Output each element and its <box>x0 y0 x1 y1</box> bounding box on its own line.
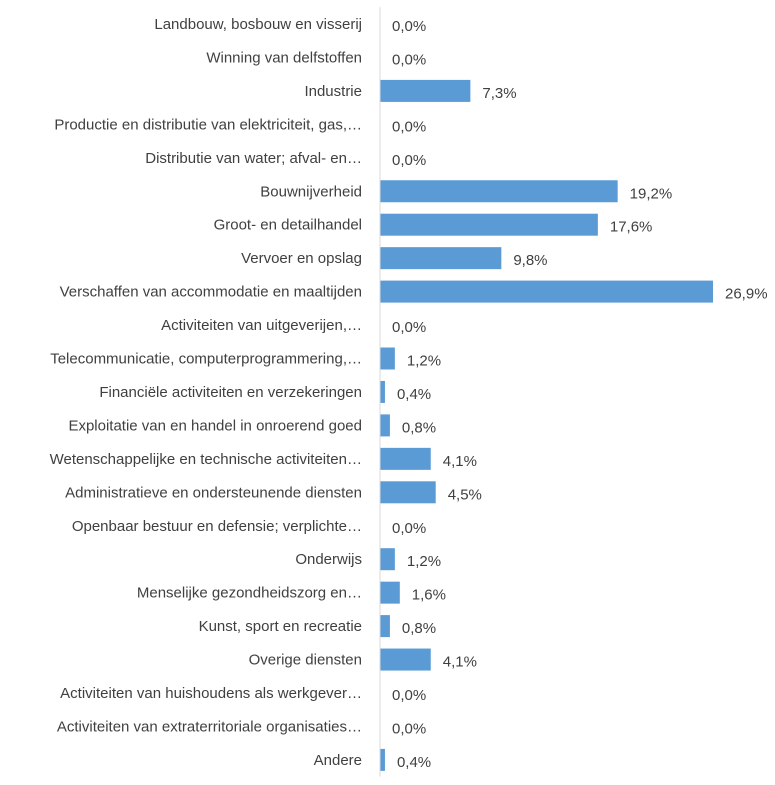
data-label: 0,0% <box>392 520 426 537</box>
bar <box>380 213 598 236</box>
data-label: 0,4% <box>397 386 431 403</box>
data-label: 0,0% <box>392 118 426 135</box>
data-label: 1,6% <box>412 587 446 604</box>
category-label: Productie en distributie van elektricite… <box>54 116 362 133</box>
category-label: Winning van delfstoffen <box>206 49 362 66</box>
category-label: Activiteiten van extraterritoriale organ… <box>57 718 362 735</box>
data-label: 7,3% <box>482 85 516 102</box>
category-label: Bouwnijverheid <box>260 183 362 200</box>
category-label: Overige diensten <box>249 652 362 669</box>
bar <box>380 581 400 604</box>
data-label: 1,2% <box>407 353 441 370</box>
bar <box>380 548 395 571</box>
category-label: Activiteiten van uitgeverijen,… <box>161 317 362 334</box>
bar <box>380 79 471 102</box>
category-label: Financiële activiteiten en verzekeringen <box>99 384 362 401</box>
bar <box>380 247 502 270</box>
data-label: 0,0% <box>392 51 426 68</box>
data-label: 0,0% <box>392 152 426 169</box>
category-label: Industrie <box>304 83 362 100</box>
category-label: Wetenschappelijke en technische activite… <box>50 451 362 468</box>
bar <box>380 615 390 638</box>
category-label: Verschaffen van accommodatie en maaltijd… <box>60 284 362 301</box>
bar <box>380 414 390 437</box>
data-label: 4,1% <box>443 453 477 470</box>
category-label: Menselijke gezondheidszorg en… <box>137 585 362 602</box>
bar <box>380 481 436 504</box>
category-label: Activiteiten van huishoudens als werkgev… <box>60 685 362 702</box>
bar <box>380 648 431 671</box>
data-labels-layer: 0,0% 0,0% 7,3% 0,0% 0,0% 19,2% 17,6% 9,8% 26,9% 0… <box>392 18 768 771</box>
category-label: Distributie van water; afval- en… <box>145 150 362 167</box>
data-label: 0,0% <box>392 687 426 704</box>
data-label: 0,0% <box>392 319 426 336</box>
data-label: 4,5% <box>448 486 482 503</box>
data-label: 0,0% <box>392 720 426 737</box>
bar <box>380 380 385 403</box>
category-label: Openbaar bestuur en defensie; verplichte… <box>72 518 362 535</box>
bars-layer <box>380 79 713 771</box>
data-label: 0,8% <box>402 419 436 436</box>
data-label: 0,8% <box>402 620 436 637</box>
data-label: 26,9% <box>725 286 768 303</box>
data-label: 9,8% <box>513 252 547 269</box>
bar <box>380 347 395 370</box>
category-label: Exploitatie van en handel in onroerend g… <box>68 417 362 434</box>
data-label: 0,0% <box>392 18 426 35</box>
bar <box>380 280 713 303</box>
category-label: Landbouw, bosbouw en visserij <box>154 16 362 33</box>
data-label: 0,4% <box>397 754 431 771</box>
category-label: Vervoer en opslag <box>241 250 362 267</box>
data-label: 19,2% <box>630 185 673 202</box>
bar <box>380 447 431 470</box>
category-label: Kunst, sport en recreatie <box>199 618 362 635</box>
bar <box>380 180 618 203</box>
data-label: 17,6% <box>610 219 653 236</box>
category-label: Onderwijs <box>295 551 362 568</box>
category-label: Andere <box>314 752 362 769</box>
category-labels-layer: Landbouw, bosbouw en visserij Winning van… <box>50 16 362 769</box>
category-label: Telecommunicatie, computerprogrammering,… <box>50 351 362 368</box>
category-label: Administratieve en ondersteunende dienst… <box>65 484 362 501</box>
category-label: Groot- en detailhandel <box>214 217 362 234</box>
data-label: 4,1% <box>443 654 477 671</box>
bar <box>380 748 385 771</box>
data-label: 1,2% <box>407 553 441 570</box>
